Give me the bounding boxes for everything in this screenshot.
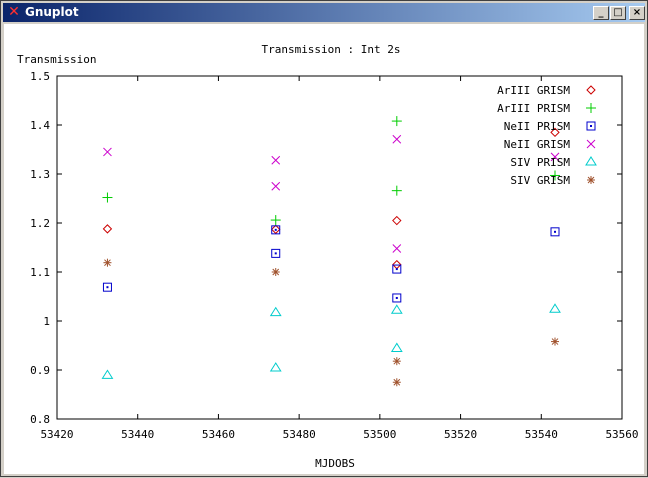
scatter-chart: Transmission : Int 2s Transmission MJDOB… (17, 43, 639, 470)
star-point (271, 268, 280, 276)
window-title: Gnuplot (25, 5, 79, 19)
plus-point (270, 215, 281, 226)
x-tick-label: 53500 (363, 428, 396, 441)
x-tick-label: 53480 (283, 428, 316, 441)
axes: 53420 53440 53460 53480 53500 53520 53540 53560… (30, 70, 638, 441)
legend: ArIII GRISM ArIII PRISM NeII PRISM NeII GRI… (497, 84, 597, 187)
plus-point (391, 185, 402, 196)
star-point (551, 337, 560, 346)
legend-square-icon (586, 121, 596, 131)
square-point (271, 248, 281, 258)
y-tick-label: 1.5 (30, 70, 50, 83)
legend-label: NeII PRISM (504, 120, 571, 133)
x-tick-label: 53420 (40, 428, 73, 441)
star-point (103, 258, 112, 267)
y-tick-label: 1.4 (30, 119, 50, 132)
triangle-point (390, 342, 403, 352)
chart-title: Transmission : Int 2s (261, 43, 400, 56)
legend-star-icon (587, 176, 595, 184)
y-tick-label: 0.9 (30, 364, 50, 377)
y-tick-label: 1 (43, 315, 50, 328)
legend-diamond-icon (586, 85, 596, 95)
plus-point (102, 192, 113, 203)
triangle-point (101, 369, 114, 379)
legend-label: ArIII GRISM (497, 84, 570, 97)
triangle-point (390, 304, 403, 314)
square-point (392, 264, 402, 274)
cross-point (271, 181, 281, 191)
legend-label: NeII GRISM (504, 138, 571, 151)
cross-point (392, 134, 402, 144)
x-close-icon: ✕ (8, 4, 20, 20)
legend-label: SIV PRISM (510, 156, 570, 169)
cross-point (103, 147, 112, 157)
plus-point (550, 170, 561, 181)
y-tick-label: 1.3 (30, 168, 50, 181)
cross-point (550, 152, 560, 162)
legend-label: ArIII PRISM (497, 102, 570, 115)
y-tick-label: 1.1 (30, 266, 50, 279)
y-tick-label: 1.2 (30, 217, 50, 230)
y-tick-label: 0.8 (30, 413, 50, 426)
triangle-point (269, 306, 282, 317)
square-point (102, 282, 112, 292)
minimize-button[interactable]: _ (593, 6, 609, 20)
diamond-point (392, 215, 402, 226)
square-point (550, 227, 560, 237)
plot-canvas: Transmission : Int 2s Transmission MJDOB… (4, 24, 644, 474)
maximize-button[interactable]: □ (610, 6, 626, 20)
diamond-point (550, 127, 560, 138)
triangle-point (269, 362, 282, 372)
diamond-point (102, 224, 113, 234)
x-tick-label: 53540 (525, 428, 558, 441)
plus-point (391, 116, 402, 127)
cross-point (392, 244, 402, 253)
cross-point (271, 155, 281, 165)
triangle-point (549, 303, 561, 313)
x-tick-label: 53520 (444, 428, 477, 441)
data-points (101, 116, 561, 387)
x-tick-label: 53560 (605, 428, 638, 441)
square-point (392, 293, 402, 303)
square-point (271, 225, 281, 235)
title-bar[interactable]: ✕ Gnuplot _ □ × (3, 3, 645, 22)
x-axis-label: MJDOBS (315, 457, 355, 470)
y-axis-label: Transmission (17, 53, 96, 66)
x-tick-label: 53460 (202, 428, 235, 441)
legend-label: SIV GRISM (510, 174, 570, 187)
close-button[interactable]: × (629, 6, 645, 20)
plot-frame (56, 75, 623, 420)
legend-cross-icon (586, 139, 596, 149)
legend-triangle-icon (585, 156, 597, 166)
star-point (392, 357, 401, 366)
x-tick-label: 53440 (121, 428, 154, 441)
legend-plus-icon (586, 103, 596, 113)
star-point (392, 378, 401, 387)
